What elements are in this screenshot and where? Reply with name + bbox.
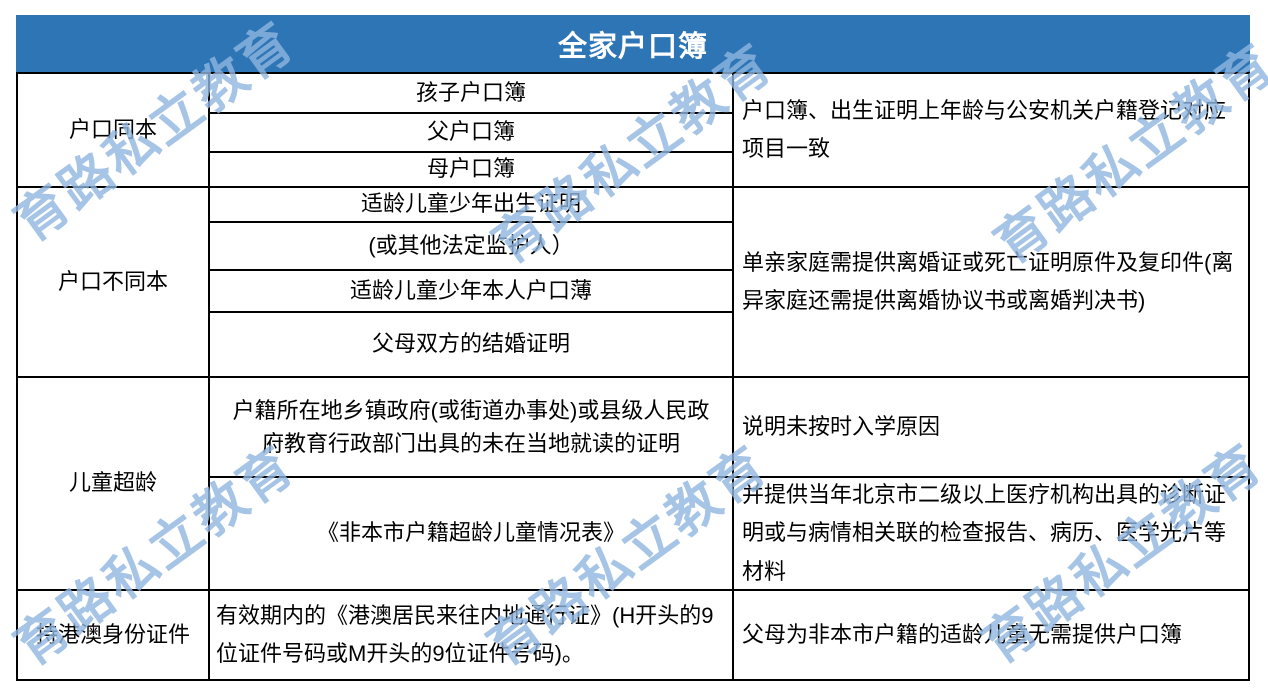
table-grid: 户口同本 孩子户口簿 父户口簿 母户口簿 户口簿、出生证明上年龄与公安机关户籍登… (16, 72, 1250, 681)
table-title: 全家户口簿 (557, 30, 708, 63)
category-cell-different-hukou: 户口不同本 (18, 188, 208, 376)
item-cell-legal-guardian: (或其他法定监护人） (210, 223, 732, 269)
note-cell-medical-proof: 并提供当年北京市二级以上医疗机构出具的诊断证明或与病情相关联的检查报告、病历、医… (734, 478, 1248, 589)
note-cell-hk-macau: 父母为非本市户籍的适龄儿童无需提供户口簿 (734, 591, 1248, 679)
category-cell-overage-child: 儿童超龄 (18, 378, 208, 589)
item-cell-father-hukou: 父户口簿 (210, 114, 732, 151)
item-cell-child-hukou: 孩子户口簿 (210, 74, 732, 112)
item-cell-marriage-certificate: 父母双方的结婚证明 (210, 313, 732, 376)
item-cell-overage-form: 《非本市户籍超龄儿童情况表》 (210, 478, 732, 589)
item-cell-travel-permit: 有效期内的《港澳居民来往内地通行证》(H开头的9位证件号码或M开头的9位证件号码… (210, 591, 732, 679)
requirements-table: 全家户口簿 户口同本 孩子户口簿 父户口簿 母户口簿 户口簿、出生证明上年龄与公… (16, 15, 1250, 681)
note-cell-same-hukou: 户口簿、出生证明上年龄与公安机关户籍登记对应项目一致 (734, 74, 1248, 186)
item-cell-birth-certificate: 适龄儿童少年出生证明 (210, 188, 732, 221)
note-cell-different-hukou: 单亲家庭需提供离婚证或死亡证明原件及复印件(离异家庭还需提供离婚协议书或离婚判决… (734, 188, 1248, 376)
category-cell-same-hukou: 户口同本 (18, 74, 208, 186)
item-cell-township-certificate: 户籍所在地乡镇政府(或街道办事处)或县级人民政府教育行政部门出具的未在当地就读的… (210, 378, 732, 476)
item-cell-child-own-hukou: 适龄儿童少年本人户口薄 (210, 271, 732, 311)
table-title-bar: 全家户口簿 (16, 15, 1250, 72)
item-cell-mother-hukou: 母户口簿 (210, 153, 732, 186)
note-cell-late-enrollment-reason: 说明未按时入学原因 (734, 378, 1248, 476)
category-cell-hk-macau-id: 持港澳身份证件 (18, 591, 208, 679)
